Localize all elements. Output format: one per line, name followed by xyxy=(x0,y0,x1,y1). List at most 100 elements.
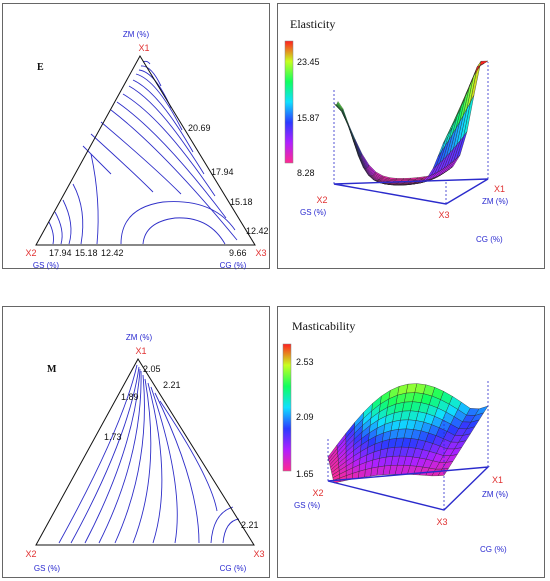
surface-cell xyxy=(364,467,372,478)
contour-line xyxy=(147,382,163,544)
contour-line xyxy=(132,378,152,544)
contour-label-17.94: 17.94 xyxy=(211,167,234,177)
colorbar-tick-min: 1.65 xyxy=(296,469,314,479)
masticability-surface xyxy=(327,383,489,484)
vertex-x3: X3 xyxy=(255,248,266,258)
axis-label-zm-top: ZM (%) xyxy=(123,30,150,39)
contour-line xyxy=(210,506,234,544)
panel-letter-e: E xyxy=(37,62,44,73)
elasticity-title: Elasticity xyxy=(290,17,335,31)
contour-label-20.69: 20.69 xyxy=(188,123,211,133)
contour-line xyxy=(122,93,216,197)
contour-line xyxy=(54,211,63,245)
colorbar-tick-max: 2.53 xyxy=(296,357,314,367)
contour-line xyxy=(150,386,178,544)
elasticity-ternary-panel: E ZM (%) X1 X2 X3 GS (%) CG (%) xyxy=(2,3,270,270)
contour-label-1.89: 1.89 xyxy=(121,392,139,402)
contour-line xyxy=(222,518,240,544)
surface-cell xyxy=(442,127,453,144)
vertex-x3: X3 xyxy=(253,549,264,559)
axis-label-zm-top: ZM (%) xyxy=(126,333,153,342)
colorbar-tick-mid: 2.09 xyxy=(296,412,314,422)
contour-label-12.42-bottom: 12.42 xyxy=(101,248,124,258)
vertex-x1: X1 xyxy=(138,43,149,53)
contour-line xyxy=(84,368,141,544)
colorbar-tick-mid: 15.87 xyxy=(297,113,320,123)
surface-cell xyxy=(347,122,354,141)
contour-label-15.18-bottom: 15.18 xyxy=(75,248,98,258)
contour-label-17.94-bottom: 17.94 xyxy=(49,248,72,258)
vertex-x3: X3 xyxy=(436,517,447,527)
contour-line xyxy=(114,374,145,544)
contour-label-9.66: 9.66 xyxy=(229,248,247,258)
vertical-guides xyxy=(333,62,489,204)
elasticity-surface-svg: Elasticity 23.45 15.87 8.28 X2 GS (%) X1… xyxy=(284,17,509,244)
surface-cell xyxy=(347,122,356,141)
contour-line xyxy=(72,183,84,245)
masticability-contour-lines xyxy=(58,364,240,544)
axis-label-gs: GS (%) xyxy=(33,261,60,270)
colorbar xyxy=(282,343,292,472)
vertex-x2: X2 xyxy=(312,488,323,498)
panel-letter-m: M xyxy=(47,364,57,375)
contour-line xyxy=(140,65,162,87)
ternary-triangle xyxy=(35,358,255,546)
contour-line xyxy=(154,392,200,544)
contour-line xyxy=(110,109,238,241)
masticability-surface-svg: Masticability 2.53 2.09 1.65 X2 GS (%) X… xyxy=(282,319,509,554)
elasticity-ternary-svg: E ZM (%) X1 X2 X3 GS (%) CG (%) xyxy=(25,30,269,270)
surface-cell xyxy=(342,109,349,125)
colorbar-tick-max: 23.45 xyxy=(297,57,320,67)
axis-label-cg: CG (%) xyxy=(220,564,247,573)
elasticity-contour-lines xyxy=(48,60,238,245)
axis-label-gs: GS (%) xyxy=(34,564,61,573)
axis-label-gs: GS (%) xyxy=(300,208,327,217)
axis-label-gs: GS (%) xyxy=(294,501,321,510)
contour-line xyxy=(98,370,142,544)
masticability-ternary-panel: M ZM (%) X1 X2 X3 GS (%) CG (%) 2.05 2.2… xyxy=(2,306,270,578)
contour-line xyxy=(135,73,183,131)
masticability-ternary-svg: M ZM (%) X1 X2 X3 GS (%) CG (%) 2.05 2.2… xyxy=(25,333,264,573)
contour-label-2.21: 2.21 xyxy=(163,380,181,390)
contour-line xyxy=(70,366,140,544)
masticability-surface-panel: Masticability 2.53 2.09 1.65 X2 GS (%) X… xyxy=(277,306,545,578)
ternary-triangle xyxy=(35,55,256,246)
elasticity-surface xyxy=(333,60,489,186)
surface-cell xyxy=(342,108,349,124)
contour-label-1.73: 1.73 xyxy=(104,432,122,442)
vertex-x2: X2 xyxy=(25,549,36,559)
contour-line xyxy=(116,101,227,219)
contour-line xyxy=(132,79,194,153)
elasticity-surface-panel: Elasticity 23.45 15.87 8.28 X2 GS (%) X1… xyxy=(277,3,545,269)
axis-label-cg: CG (%) xyxy=(476,235,503,244)
contour-line xyxy=(82,145,112,175)
vertex-x1: X1 xyxy=(135,346,146,356)
vertex-x3: X3 xyxy=(438,210,449,220)
contour-line xyxy=(159,400,218,512)
contour-line xyxy=(100,121,182,195)
colorbar xyxy=(284,40,294,164)
surface-cell xyxy=(342,109,349,125)
vertex-x2: X2 xyxy=(316,195,327,205)
axis-label-zm: ZM (%) xyxy=(482,490,509,499)
axis-label-zm: ZM (%) xyxy=(482,197,509,206)
masticability-title: Masticability xyxy=(292,319,355,333)
contour-line xyxy=(58,364,138,544)
contour-line xyxy=(48,221,54,245)
contour-line xyxy=(90,133,154,193)
axis-label-cg: CG (%) xyxy=(220,261,247,270)
vertex-x2: X2 xyxy=(25,248,36,258)
vertex-x1: X1 xyxy=(492,475,503,485)
contour-label-2.21-corner: 2.21 xyxy=(241,520,259,530)
contour-label-12.42: 12.42 xyxy=(246,226,269,236)
axis-label-cg: CG (%) xyxy=(480,545,507,554)
contour-line xyxy=(62,199,72,245)
base-triangle xyxy=(333,178,489,205)
colorbar-tick-min: 8.28 xyxy=(297,168,315,178)
contour-line xyxy=(128,85,205,175)
base-triangle xyxy=(327,466,490,511)
vertical-guides xyxy=(327,379,489,510)
contour-label-2.05: 2.05 xyxy=(143,364,161,374)
vertex-x1: X1 xyxy=(494,184,505,194)
contour-line xyxy=(142,217,226,245)
